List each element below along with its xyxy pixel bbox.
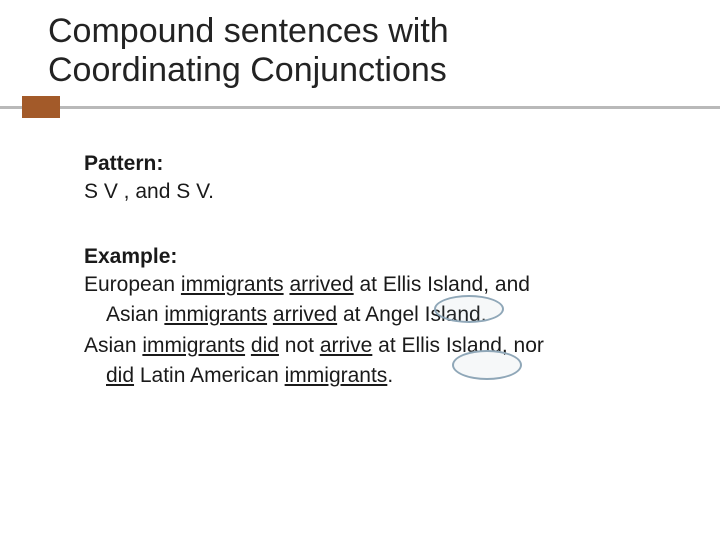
example-line-4: did Latin American immigrants. [84, 362, 664, 390]
example-label: Example: [84, 243, 664, 271]
accent-box [22, 96, 60, 118]
example-line-2: Asian immigrants arrived at Angel Island… [84, 301, 664, 329]
content-area: Pattern: S V , and S V. Example: Europea… [84, 150, 664, 392]
pattern-text: S V , and S V. [84, 178, 664, 206]
pattern-block: Pattern: S V , and S V. [84, 150, 664, 207]
text: Asian [106, 303, 164, 326]
underlined-word: immigrants [142, 334, 245, 357]
example-block: Example: European immigrants arrived at … [84, 243, 664, 391]
underlined-word: immigrants [285, 364, 388, 387]
text: at Ellis Island, and [354, 273, 530, 296]
text: European [84, 273, 181, 296]
underlined-word: did [251, 334, 279, 357]
title-line-1: Compound sentences with [48, 12, 449, 50]
underlined-word: arrive [320, 334, 373, 357]
underlined-word: immigrants [181, 273, 284, 296]
text: not [279, 334, 320, 357]
annotation-ellipse [434, 295, 504, 323]
underlined-word: did [106, 364, 134, 387]
pattern-label: Pattern: [84, 150, 664, 178]
slide-title: Compound sentences with Coordinating Con… [48, 12, 449, 90]
text: at Ellis Island, nor [372, 334, 544, 357]
text: Latin American [134, 364, 285, 387]
horizontal-rule [0, 106, 720, 109]
title-line-2: Coordinating Conjunctions [48, 51, 447, 89]
underlined-word: immigrants [164, 303, 267, 326]
text: . [387, 364, 393, 387]
example-line-1: European immigrants arrived at Ellis Isl… [84, 271, 664, 299]
underlined-word: arrived [289, 273, 353, 296]
example-line-3: Asian immigrants did not arrive at Ellis… [84, 332, 664, 360]
text: Asian [84, 334, 142, 357]
annotation-ellipse [452, 350, 522, 380]
underlined-word: arrived [273, 303, 337, 326]
